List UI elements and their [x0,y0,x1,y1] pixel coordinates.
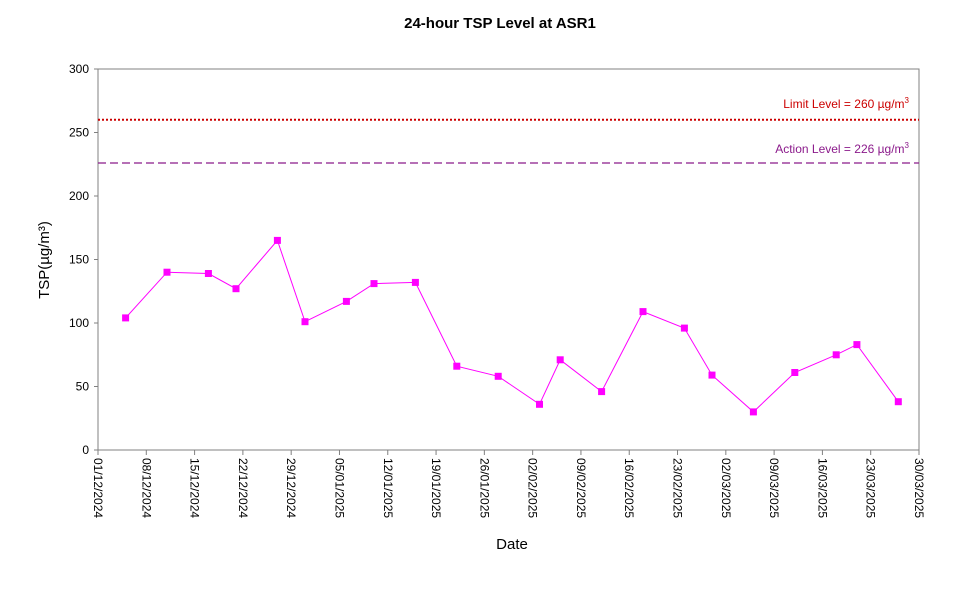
data-point [749,408,757,416]
data-point [204,270,212,277]
x-tick-label: 12/01/2025 [381,458,395,518]
y-tick-label: 100 [69,316,89,330]
data-point [232,285,240,293]
reference-line-label: Limit Level = 260 µg/m3 [783,96,909,111]
x-tick-label: 23/03/2025 [864,458,878,518]
data-point [122,314,130,322]
data-point [639,308,647,316]
data-point [301,318,309,326]
x-tick-label: 30/03/2025 [912,458,926,518]
y-axis-title: TSP(µg/m³) [36,221,53,299]
y-tick-label: 50 [76,380,90,394]
series-tsp [122,236,902,416]
x-tick-label: 08/12/2024 [139,458,153,518]
x-tick-label: 15/12/2024 [188,458,202,518]
x-tick-label: 23/02/2025 [671,458,685,518]
x-tick-label: 29/12/2024 [284,458,298,518]
data-point [680,324,688,332]
y-tick-label: 300 [69,62,89,76]
y-tick-label: 200 [69,189,89,203]
data-point [556,356,564,364]
reference-lines: Limit Level = 260 µg/m3 Action Level = 22… [98,96,919,164]
data-point [708,371,716,379]
x-tick-label: 19/01/2025 [429,458,443,518]
data-point [163,268,171,276]
x-tick-label: 16/03/2025 [815,458,829,518]
y-tick-label: 0 [82,443,89,457]
x-tick-label: 16/02/2025 [622,458,636,518]
chart-title: 24-hour TSP Level at ASR1 [404,15,596,32]
data-point [453,362,461,370]
x-axis-title: Date [496,536,528,553]
x-tick-label: 05/01/2025 [332,458,346,518]
x-tick-label: 09/02/2025 [574,458,588,518]
data-point [342,297,350,305]
data-point [894,398,902,406]
y-tick-label: 150 [69,253,89,267]
reference-line-label: Action Level = 226 µg/m3 [775,141,909,156]
x-tick-label: 26/01/2025 [477,458,491,518]
data-point [370,280,378,288]
y-tick-label: 250 [69,126,89,140]
series-line [125,239,899,413]
x-tick-label: 22/12/2024 [236,458,250,518]
data-point [411,278,419,286]
x-tick-label: 02/02/2025 [526,458,540,518]
x-tick-label: 02/03/2025 [719,458,733,518]
x-tick-label: 01/12/2024 [91,458,105,518]
data-point [494,372,502,380]
plot-area [97,68,920,451]
y-axis: 0 50 100 150 200 250 300 [69,62,98,457]
x-axis: 01/12/2024 08/12/2024 15/12/2024 22/12/2024… [91,450,926,518]
data-point [791,369,799,376]
data-point [273,236,281,244]
x-tick-label: 09/03/2025 [767,458,781,518]
data-point [598,388,606,396]
data-point [853,341,861,349]
data-point [832,351,840,359]
data-point [536,400,543,408]
